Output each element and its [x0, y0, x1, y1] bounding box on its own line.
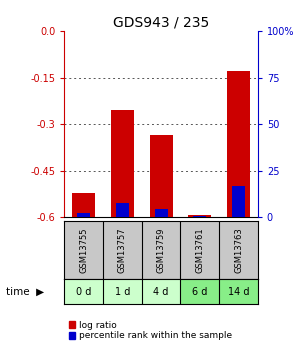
Bar	[193, 216, 206, 217]
Bar	[64, 279, 103, 304]
Text: 6 d: 6 d	[192, 287, 207, 296]
Bar	[180, 279, 219, 304]
Bar	[188, 215, 212, 217]
Text: GSM13755: GSM13755	[79, 227, 88, 273]
Bar	[103, 279, 142, 304]
Text: 0 d: 0 d	[76, 287, 91, 296]
Bar	[219, 279, 258, 304]
Title: GDS943 / 235: GDS943 / 235	[113, 16, 209, 30]
Bar	[111, 110, 134, 217]
Text: 14 d: 14 d	[228, 287, 249, 296]
Bar	[77, 213, 90, 217]
Text: GSM13759: GSM13759	[157, 227, 166, 273]
Text: 4 d: 4 d	[154, 287, 169, 296]
Legend: log ratio, percentile rank within the sample: log ratio, percentile rank within the sa…	[69, 321, 232, 341]
Bar	[72, 193, 96, 217]
Bar	[142, 279, 180, 304]
Text: GSM13763: GSM13763	[234, 227, 243, 273]
Bar	[232, 186, 245, 217]
Bar	[149, 135, 173, 217]
Text: time  ▶: time ▶	[6, 287, 44, 296]
Bar	[155, 209, 168, 217]
Bar	[227, 71, 250, 217]
Bar	[116, 204, 129, 217]
Text: GSM13761: GSM13761	[195, 227, 204, 273]
Text: GSM13757: GSM13757	[118, 227, 127, 273]
Text: 1 d: 1 d	[115, 287, 130, 296]
